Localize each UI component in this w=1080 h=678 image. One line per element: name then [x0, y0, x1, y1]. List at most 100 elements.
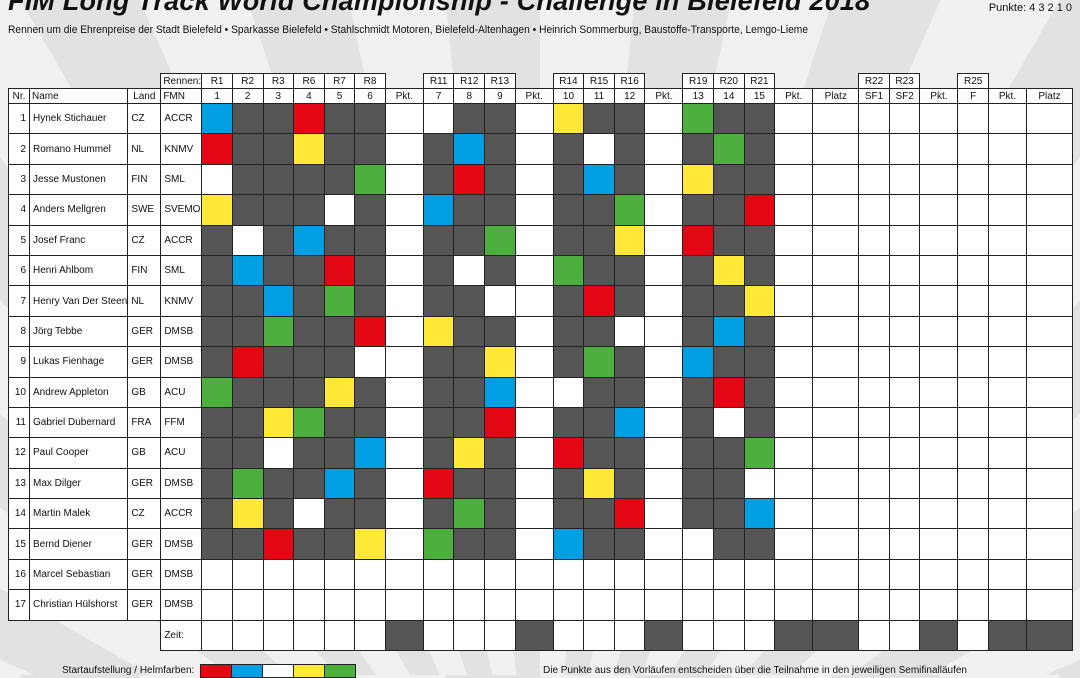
result-cell[interactable] [888, 528, 921, 560]
helmet-color-cell[interactable] [262, 194, 295, 226]
helmet-color-cell[interactable] [682, 163, 715, 196]
helmet-color-cell[interactable] [354, 589, 386, 621]
helmet-color-cell[interactable] [583, 133, 615, 165]
result-cell[interactable] [1026, 102, 1073, 135]
result-cell[interactable] [988, 406, 1027, 439]
helmet-color-cell[interactable] [682, 498, 715, 530]
result-cell[interactable] [384, 589, 424, 621]
result-cell[interactable] [514, 102, 554, 135]
helmet-color-cell[interactable] [453, 589, 486, 621]
result-cell[interactable] [1026, 254, 1073, 287]
helmet-color-cell[interactable] [743, 194, 776, 226]
helmet-color-cell[interactable] [323, 498, 356, 530]
result-cell[interactable] [774, 102, 814, 135]
result-cell[interactable] [774, 376, 814, 408]
helmet-color-cell[interactable] [743, 224, 776, 256]
helmet-color-cell[interactable] [484, 346, 516, 378]
result-cell[interactable] [957, 194, 989, 226]
helmet-color-cell[interactable] [713, 102, 745, 135]
helmet-color-cell[interactable] [484, 254, 516, 287]
result-cell[interactable] [812, 224, 860, 256]
result-cell[interactable] [774, 163, 814, 196]
result-cell[interactable] [957, 102, 989, 135]
helmet-color-cell[interactable] [552, 406, 585, 439]
result-cell[interactable] [384, 254, 424, 287]
helmet-color-cell[interactable] [453, 498, 486, 530]
helmet-color-cell[interactable] [422, 589, 455, 621]
result-cell[interactable] [888, 589, 921, 621]
helmet-color-cell[interactable] [231, 467, 264, 500]
helmet-color-cell[interactable] [293, 498, 325, 530]
time-cell[interactable] [888, 619, 921, 652]
result-cell[interactable] [384, 346, 424, 378]
result-cell[interactable] [858, 406, 890, 439]
helmet-color-cell[interactable] [484, 376, 516, 408]
result-cell[interactable] [812, 315, 860, 348]
result-cell[interactable] [919, 346, 959, 378]
helmet-color-cell[interactable] [262, 376, 295, 408]
result-cell[interactable] [384, 285, 424, 317]
helmet-color-cell[interactable] [323, 558, 356, 591]
result-cell[interactable] [514, 285, 554, 317]
helmet-color-cell[interactable] [453, 285, 486, 317]
result-cell[interactable] [644, 254, 684, 287]
result-cell[interactable] [888, 163, 921, 196]
helmet-color-cell[interactable] [453, 315, 486, 348]
result-cell[interactable] [514, 528, 554, 560]
time-cell[interactable] [231, 619, 264, 652]
result-cell[interactable] [774, 558, 814, 591]
helmet-color-cell[interactable] [713, 285, 745, 317]
helmet-color-cell[interactable] [613, 102, 646, 135]
helmet-color-cell[interactable] [613, 528, 646, 560]
helmet-color-cell[interactable] [682, 315, 715, 348]
helmet-color-cell[interactable] [583, 589, 615, 621]
result-cell[interactable] [888, 254, 921, 287]
helmet-color-cell[interactable] [231, 437, 264, 469]
helmet-color-cell[interactable] [323, 346, 356, 378]
helmet-color-cell[interactable] [743, 437, 776, 469]
helmet-color-cell[interactable] [422, 406, 455, 439]
result-cell[interactable] [957, 163, 989, 196]
helmet-color-cell[interactable] [743, 285, 776, 317]
result-cell[interactable] [1026, 437, 1073, 469]
helmet-color-cell[interactable] [201, 558, 233, 591]
result-cell[interactable] [644, 498, 684, 530]
helmet-color-cell[interactable] [231, 558, 264, 591]
helmet-color-cell[interactable] [552, 163, 585, 196]
helmet-color-cell[interactable] [231, 254, 264, 287]
helmet-color-cell[interactable] [552, 194, 585, 226]
helmet-color-cell[interactable] [323, 285, 356, 317]
time-cell[interactable] [583, 619, 615, 652]
time-cell[interactable] [613, 619, 646, 652]
time-cell[interactable] [422, 619, 455, 652]
helmet-color-cell[interactable] [231, 102, 264, 135]
helmet-color-cell[interactable] [201, 528, 233, 560]
result-cell[interactable] [858, 102, 890, 135]
helmet-color-cell[interactable] [484, 498, 516, 530]
result-cell[interactable] [514, 467, 554, 500]
helmet-color-cell[interactable] [293, 467, 325, 500]
helmet-color-cell[interactable] [354, 102, 386, 135]
helmet-color-cell[interactable] [682, 406, 715, 439]
result-cell[interactable] [888, 467, 921, 500]
helmet-color-cell[interactable] [323, 437, 356, 469]
result-cell[interactable] [988, 437, 1027, 469]
result-cell[interactable] [384, 437, 424, 469]
result-cell[interactable] [774, 498, 814, 530]
result-cell[interactable] [774, 224, 814, 256]
helmet-color-cell[interactable] [231, 376, 264, 408]
result-cell[interactable] [644, 194, 684, 226]
result-cell[interactable] [774, 194, 814, 226]
result-cell[interactable] [1026, 194, 1073, 226]
helmet-color-cell[interactable] [201, 406, 233, 439]
helmet-color-cell[interactable] [613, 558, 646, 591]
helmet-color-cell[interactable] [453, 528, 486, 560]
helmet-color-cell[interactable] [262, 285, 295, 317]
helmet-color-cell[interactable] [583, 163, 615, 196]
result-cell[interactable] [858, 133, 890, 165]
helmet-color-cell[interactable] [682, 346, 715, 378]
helmet-color-cell[interactable] [354, 558, 386, 591]
helmet-color-cell[interactable] [552, 467, 585, 500]
result-cell[interactable] [774, 406, 814, 439]
result-cell[interactable] [812, 163, 860, 196]
